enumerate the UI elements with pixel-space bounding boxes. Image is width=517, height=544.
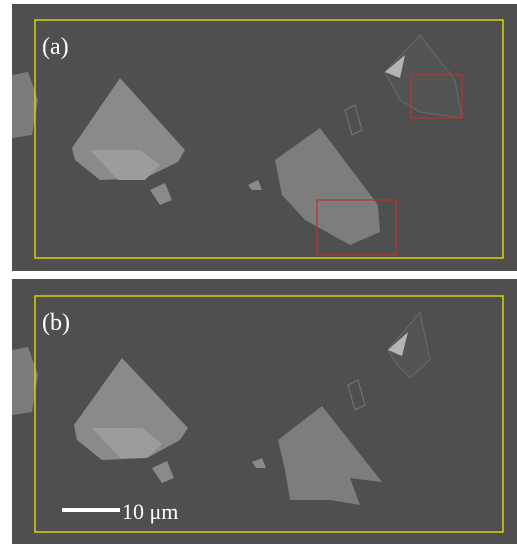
panel-b: (b) 10 μm xyxy=(12,279,517,544)
figure: (a) (b) 10 μm xyxy=(0,0,517,544)
panel-label: (a) xyxy=(42,34,69,60)
panel-a: (a) xyxy=(12,4,517,271)
scale-bar-label: 10 μm xyxy=(122,499,178,524)
panel-label: (b) xyxy=(42,310,70,336)
scale-bar xyxy=(62,508,120,512)
